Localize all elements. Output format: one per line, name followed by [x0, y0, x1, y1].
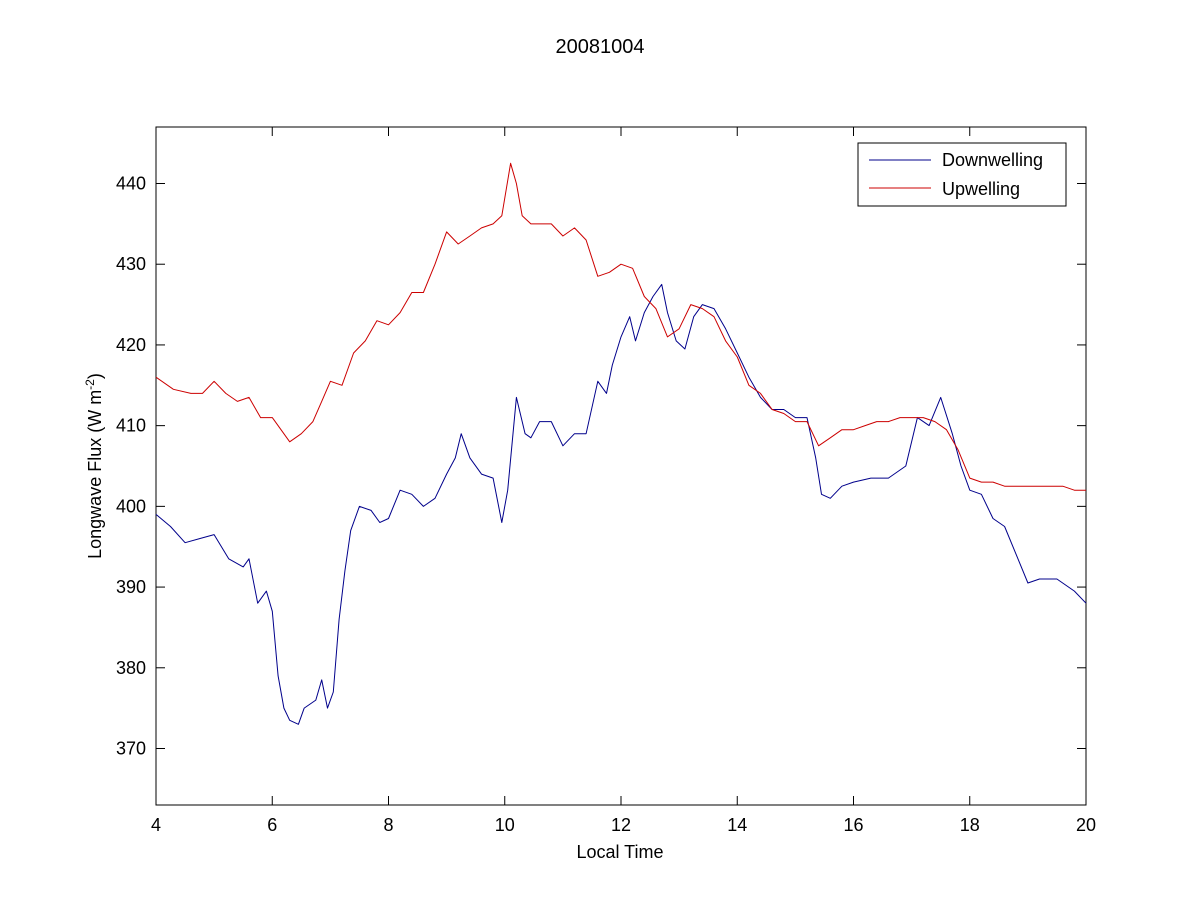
series-line-upwelling	[155, 162, 1086, 491]
y-tick-label: 420	[116, 335, 146, 355]
x-tick-label: 6	[267, 815, 277, 835]
x-tick-label: 4	[151, 815, 161, 835]
y-tick-label: 430	[116, 254, 146, 274]
x-tick-label: 16	[843, 815, 863, 835]
y-tick-label: 440	[116, 174, 146, 194]
legend-box	[857, 142, 1067, 207]
y-tick-label: 400	[116, 496, 146, 516]
x-tick-label: 10	[495, 815, 515, 835]
chart-title: 20081004	[556, 36, 645, 58]
x-axis-label: Local Time	[576, 842, 663, 862]
series-line-downwelling	[155, 283, 1087, 725]
y-tick-label: 380	[116, 658, 146, 678]
axis-ticks: 4 6 8 10 12 14 16 18 20 370 380 390 400 410 420 430 440	[116, 127, 1096, 835]
y-tick-label: 410	[116, 416, 146, 436]
y-tick-label: 390	[116, 577, 146, 597]
y-axis-label: Longwave Flux (W m-2)	[83, 373, 105, 559]
x-tick-label: 12	[611, 815, 631, 835]
plot-area	[155, 126, 1087, 806]
y-axis-label-superscript: -2	[83, 379, 97, 390]
y-axis-label-suffix: )	[85, 373, 105, 379]
series-layer	[155, 162, 1087, 725]
y-axis-label-main: Longwave Flux (W m	[85, 390, 105, 559]
x-tick-label: 20	[1076, 815, 1096, 835]
legend: Downwelling Upwelling	[857, 142, 1067, 207]
x-tick-label: 8	[383, 815, 393, 835]
x-tick-label: 18	[960, 815, 980, 835]
legend-label-downwelling: Downwelling	[942, 150, 1043, 170]
x-tick-label: 14	[727, 815, 747, 835]
y-tick-label: 370	[116, 739, 146, 759]
legend-label-upwelling: Upwelling	[942, 179, 1020, 199]
